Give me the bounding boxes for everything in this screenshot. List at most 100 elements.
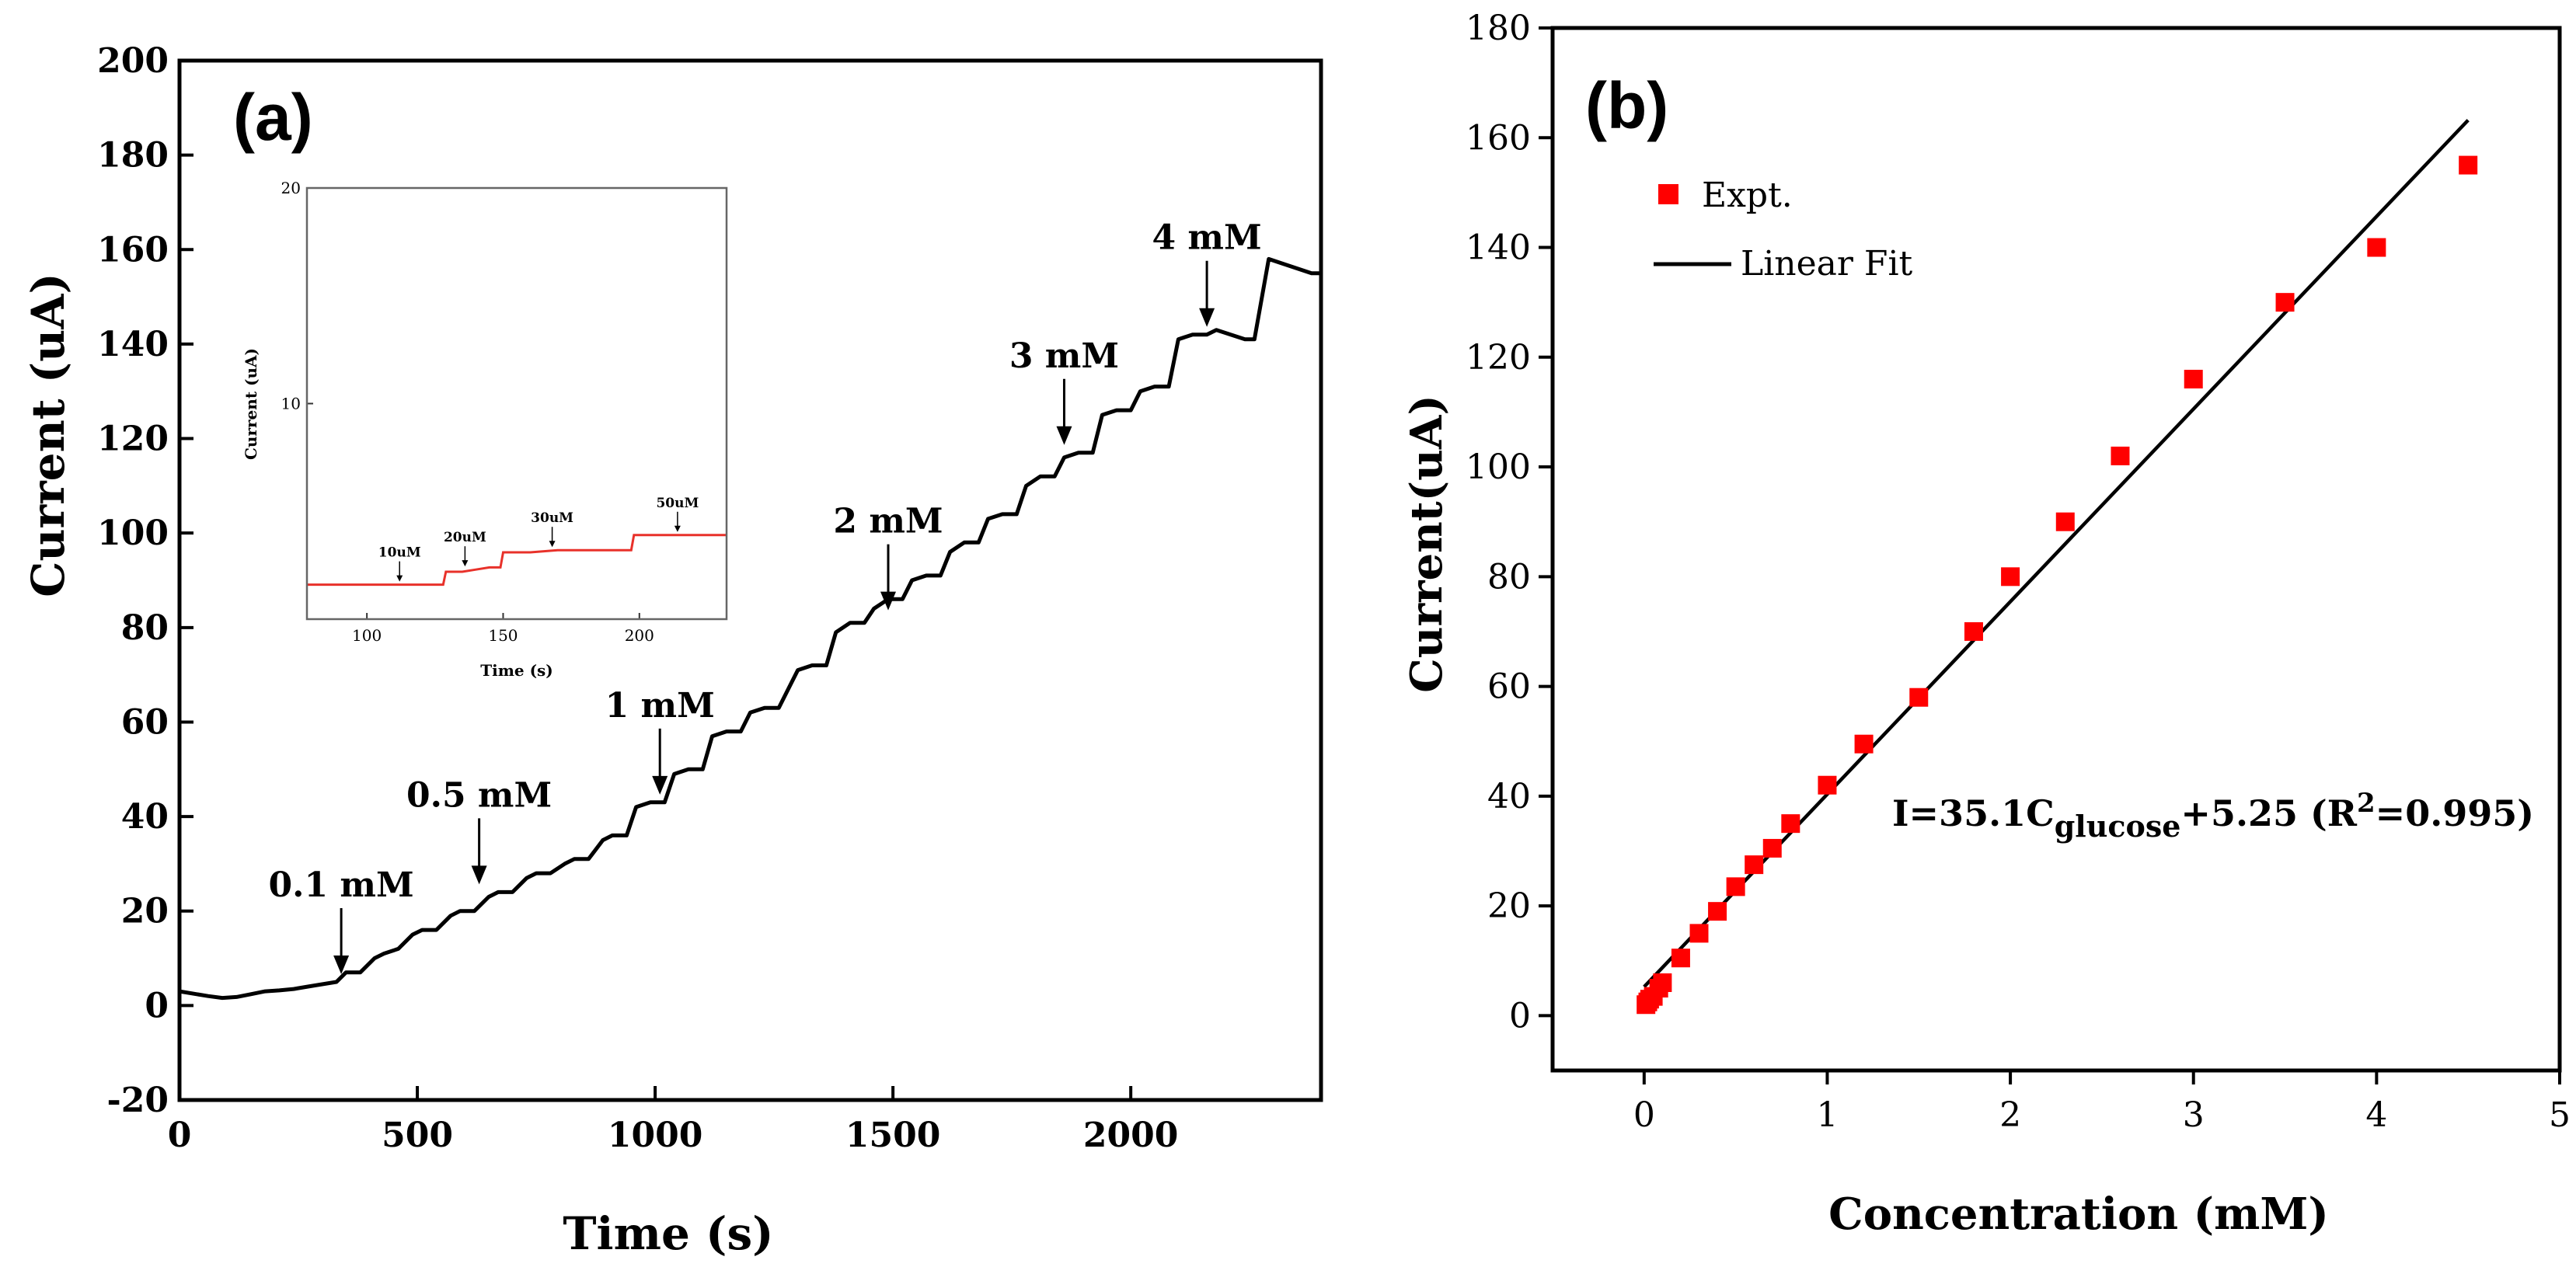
inset-frame xyxy=(305,186,728,621)
annotation-label: 0.5 mM xyxy=(406,775,552,815)
x-tick-label: 1 xyxy=(1816,1095,1838,1135)
annotation-arrowhead xyxy=(652,775,668,795)
x-tick-label: 5 xyxy=(2549,1095,2571,1135)
annotation-label: 2 mM xyxy=(833,502,943,541)
annotation-label: 3 mM xyxy=(1009,336,1119,376)
data-point xyxy=(1854,734,1874,754)
inset-y-tick-label: 20 xyxy=(281,179,301,197)
data-point xyxy=(1689,924,1709,943)
panel-label: (a) xyxy=(233,81,313,154)
y-tick-label: 80 xyxy=(121,608,169,648)
annotation-arrowhead xyxy=(333,955,350,974)
data-point xyxy=(1781,814,1800,834)
x-tick-label: 0 xyxy=(1633,1095,1655,1135)
legend-label-expt: Expt. xyxy=(1702,176,1793,215)
annotation-label: 4 mM xyxy=(1152,218,1261,258)
y-tick-label: 200 xyxy=(97,41,169,81)
inset-x-tick-label: 100 xyxy=(352,626,382,645)
x-axis-label: Time (s) xyxy=(563,1207,773,1260)
x-tick-label: 2 xyxy=(1999,1095,2021,1135)
data-point xyxy=(2111,446,2130,465)
annotation-arrowhead xyxy=(1056,426,1072,445)
inset-x-tick-label: 150 xyxy=(488,626,518,645)
panel-label: (b) xyxy=(1585,69,1668,142)
inset-x-axis-label: Time (s) xyxy=(480,661,553,680)
x-tick-label: 2000 xyxy=(1083,1116,1178,1155)
fit-equation: I=35.1Cglucose+5.25 (R2=0.995) xyxy=(1892,788,2534,844)
inset-annotation-arrowhead xyxy=(396,575,403,582)
y-tick-label: 120 xyxy=(97,419,169,459)
y-tick-label: 0 xyxy=(145,986,169,1025)
y-tick-label: 140 xyxy=(97,325,169,364)
x-tick-label: 3 xyxy=(2183,1095,2205,1135)
annotation-arrowhead xyxy=(1199,308,1215,327)
y-tick-label: 160 xyxy=(1466,118,1531,158)
y-tick-label: -20 xyxy=(107,1081,169,1120)
x-tick-label: 4 xyxy=(2365,1095,2387,1135)
annotation-arrowhead xyxy=(471,865,487,885)
y-tick-label: 100 xyxy=(97,513,169,553)
inset-annotations: 10uM 20uM 30uM 50uM xyxy=(378,496,699,582)
inset-y-tick-label: 10 xyxy=(281,395,301,413)
y-tick-label: 100 xyxy=(1466,447,1531,487)
inset-x-tick-label: 200 xyxy=(625,626,654,645)
legend-label-fit: Linear Fit xyxy=(1741,244,1913,284)
axis-ticks: 0 1 2 3 4 5 0 20 40 60 80 100 120 140 160 180 xyxy=(1466,9,2571,1135)
y-tick-label: 80 xyxy=(1487,557,1531,597)
data-point xyxy=(1762,838,1782,858)
y-tick-label: 40 xyxy=(1487,777,1531,816)
data-point xyxy=(1818,775,1837,795)
data-point xyxy=(1964,621,1983,641)
y-axis-label: Current (uA) xyxy=(22,273,75,597)
y-tick-label: 60 xyxy=(1487,667,1531,707)
inset-series-line xyxy=(307,534,727,587)
plot-frame xyxy=(177,58,1323,1102)
annotations: 0.1 mM 0.5 mM 1 mM 2 mM 3 mM 4 mM xyxy=(269,218,1262,974)
annotation-arrowhead xyxy=(880,591,897,611)
y-axis-label: Current(uA) xyxy=(1401,395,1452,693)
data-points xyxy=(1637,155,2478,1015)
inset-annotation-label: 10uM xyxy=(378,545,421,561)
inset-y-axis-label: Current (uA) xyxy=(242,348,260,460)
data-point xyxy=(1708,902,1727,921)
legend: Expt. Linear Fit xyxy=(1654,176,1913,284)
plot-frame xyxy=(1550,26,2562,1073)
data-point xyxy=(2184,370,2203,389)
y-tick-label: 0 xyxy=(1509,996,1531,1036)
y-tick-label: 60 xyxy=(121,702,169,742)
annotation-label: 0.1 mM xyxy=(269,865,414,905)
data-point xyxy=(1671,949,1690,968)
inset-annotation-arrowhead xyxy=(462,560,469,567)
data-point xyxy=(2055,512,2075,531)
inset-annotation-arrowhead xyxy=(674,525,681,532)
axis-ticks: 0 500 1000 1500 2000-20020406080100120140160… xyxy=(97,41,1178,1155)
inset-annotation-label: 30uM xyxy=(531,510,573,526)
data-point xyxy=(2275,293,2295,312)
panel-a: 0 500 1000 1500 2000-20020406080100120140160… xyxy=(22,41,1323,1260)
y-tick-label: 20 xyxy=(1487,886,1531,926)
series-line xyxy=(179,256,1321,1001)
data-point xyxy=(1653,973,1672,992)
data-point xyxy=(1909,688,1929,707)
inset-annotation-label: 50uM xyxy=(656,496,699,511)
panel-b: 0 1 2 3 4 5 0 20 40 60 80 100 120 140 160 180 (b) Expt.… xyxy=(1401,9,2571,1240)
x-tick-label: 1000 xyxy=(608,1116,702,1155)
data-point xyxy=(2001,567,2020,587)
y-tick-label: 180 xyxy=(1466,9,1531,48)
y-tick-label: 20 xyxy=(121,892,169,931)
x-tick-label: 0 xyxy=(168,1116,192,1155)
annotation-label: 1 mM xyxy=(605,686,715,726)
inset-annotation-label: 20uM xyxy=(444,530,486,545)
legend-marker-expt xyxy=(1658,184,1678,204)
y-tick-label: 180 xyxy=(97,136,169,176)
y-tick-label: 140 xyxy=(1466,228,1531,268)
data-point xyxy=(2459,155,2478,175)
data-point xyxy=(1745,855,1764,875)
inset-axis-ticks: 100 150 200 10 20 xyxy=(281,179,654,645)
y-tick-label: 40 xyxy=(121,797,169,837)
x-axis-label: Concentration (mM) xyxy=(1828,1189,2329,1240)
y-tick-label: 120 xyxy=(1466,338,1531,378)
x-tick-label: 1500 xyxy=(845,1116,940,1155)
